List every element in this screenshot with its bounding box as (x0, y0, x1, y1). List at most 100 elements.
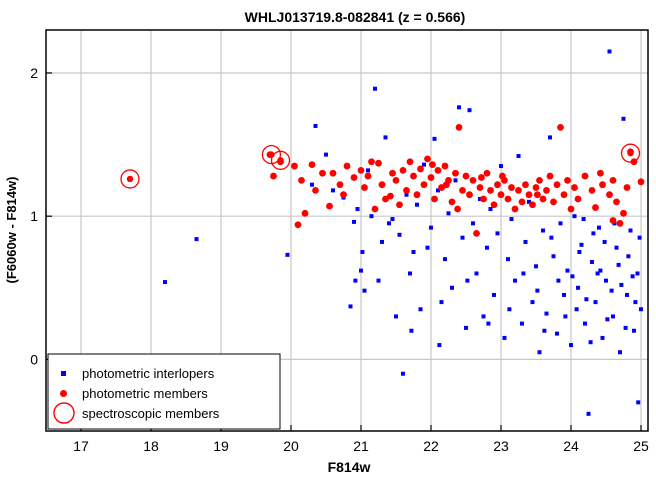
member-point (592, 204, 599, 211)
y-tick-label: 0 (30, 351, 38, 367)
interloper-point (471, 221, 475, 226)
interloper-point (397, 232, 402, 237)
interloper-point (380, 239, 384, 244)
interloper-point (544, 311, 549, 316)
interloper-point (429, 225, 433, 230)
spectroscopic-member-ring (620, 143, 641, 163)
interloper-point (581, 217, 586, 222)
interloper-point (605, 317, 610, 322)
member-point (483, 169, 491, 177)
interloper-point (450, 285, 454, 290)
member-point (599, 181, 606, 189)
interloper-point (425, 245, 430, 250)
interloper-point (521, 271, 526, 276)
interloper-point (502, 335, 507, 340)
grid (46, 30, 648, 431)
interloper-point (513, 278, 517, 283)
member-point (609, 217, 617, 224)
interloper-point (574, 307, 579, 312)
interloper-point (579, 242, 584, 247)
y-tick-label: 2 (30, 65, 38, 81)
member-point (371, 205, 379, 213)
member-point (454, 205, 461, 213)
interloper-point (474, 271, 479, 276)
interloper-point (481, 314, 486, 319)
interloper-point (593, 300, 598, 305)
member-point (534, 191, 541, 199)
member-point (382, 195, 389, 203)
interloper-point (523, 239, 528, 244)
x-tick-label: 21 (353, 438, 369, 454)
interloper-point (527, 199, 531, 204)
interloper-point (409, 328, 414, 333)
interloper-point (366, 168, 370, 173)
legend-box (47, 353, 281, 430)
member-point (532, 184, 540, 191)
member-point (301, 209, 309, 217)
interloper-point (632, 328, 636, 333)
member-point (375, 159, 382, 167)
member-point (522, 181, 529, 189)
interloper-point (537, 350, 542, 355)
interloper-point (597, 225, 601, 230)
member-point (546, 172, 554, 180)
interloper-point (369, 214, 374, 219)
interloper-point (383, 135, 388, 140)
interloper-point (541, 228, 545, 233)
interloper-point (588, 340, 593, 345)
member-point (620, 209, 627, 217)
member-point (462, 172, 470, 180)
member-point (616, 219, 624, 227)
interloper-point (352, 219, 356, 224)
member-point (413, 191, 421, 199)
member-point (567, 205, 575, 213)
member-point (597, 169, 604, 177)
interloper-point (390, 217, 395, 222)
interloper-point (478, 196, 482, 201)
data-points (120, 49, 645, 416)
x-axis-label: F814w (328, 459, 371, 475)
spectroscopic-member-ring (261, 144, 282, 165)
member-point (329, 169, 337, 177)
interloper-point (586, 411, 591, 416)
member-point (574, 195, 582, 203)
interloper-point (404, 192, 409, 197)
member-point (403, 187, 410, 194)
interloper-point (616, 262, 621, 267)
interloper-point (408, 271, 412, 276)
spectroscopic-member-point (627, 149, 634, 157)
interloper-point (621, 116, 626, 121)
interloper-point (614, 245, 619, 250)
x-tick-label: 17 (73, 438, 89, 454)
member-point (490, 201, 498, 209)
member-point (557, 123, 564, 131)
member-point (406, 158, 414, 166)
member-point (424, 155, 431, 163)
member-point (487, 187, 494, 194)
x-tick-label: 18 (143, 438, 159, 454)
interloper-point (635, 271, 640, 276)
interloper-point (194, 237, 199, 242)
member-point (623, 184, 631, 191)
spectroscopic-member-ring (120, 169, 140, 189)
interloper-point (457, 105, 461, 110)
member-point (298, 176, 305, 184)
interloper-point (362, 288, 367, 293)
interloper-point (602, 239, 607, 244)
legend-marker-members (60, 390, 67, 397)
member-point (525, 191, 533, 199)
x-tick-label: 20 (283, 438, 299, 454)
member-point (560, 191, 568, 199)
member-point (564, 176, 571, 184)
interloper-point (549, 235, 554, 240)
legend-marker-spectroscopic (53, 402, 75, 424)
interloper-point (618, 350, 622, 355)
interloper-point (590, 260, 594, 265)
x-tick-label: 25 (633, 438, 649, 454)
member-point (571, 184, 578, 191)
member-point (410, 172, 417, 180)
interloper-point (595, 271, 600, 276)
interloper-point (353, 278, 358, 283)
interloper-point (446, 211, 451, 216)
interloper-point (443, 257, 447, 262)
